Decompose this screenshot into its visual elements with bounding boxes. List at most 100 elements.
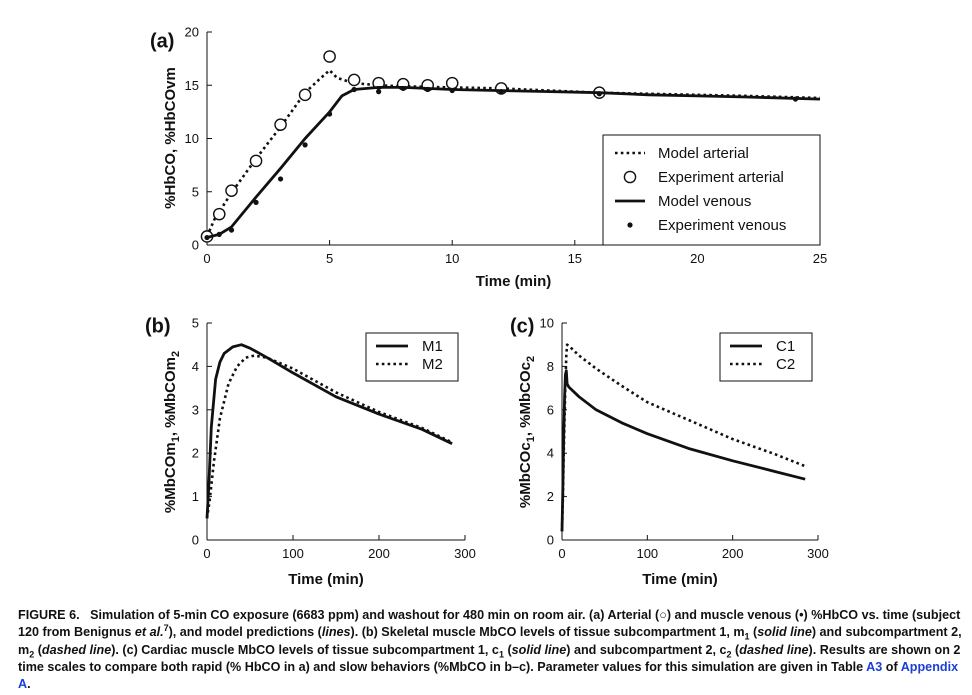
y-tick-label: 0 — [192, 533, 199, 548]
caption-body: Simulation of 5-min CO exposure (6683 pp… — [18, 608, 962, 691]
legend-label: C1 — [776, 338, 795, 355]
panel-label: (c) — [510, 315, 534, 337]
caption-text: lines — [321, 625, 351, 640]
y-axis-label: %HbCO, %HbCOvm — [162, 67, 179, 209]
data-point-experiment-venous — [216, 231, 222, 237]
data-point-experiment-venous — [351, 86, 357, 93]
data-point-experiment-venous — [253, 199, 259, 205]
caption-text: ). Results are shown on 2 time scales to… — [18, 642, 961, 674]
y-axis-label-part: , %MbCOm — [162, 357, 179, 436]
data-point-experiment-venous — [792, 96, 799, 102]
y-tick-label: 6 — [547, 402, 554, 417]
caption-text: ( — [731, 642, 740, 657]
series-line-m2 — [205, 354, 453, 519]
x-tick-label: 10 — [445, 251, 459, 266]
x-tick-label: 5 — [326, 251, 333, 266]
data-point-experiment-arterial — [298, 88, 312, 102]
caption-text: Simulation of 5-min CO exposure (6683 pp… — [18, 608, 961, 640]
legend-label: Model venous — [658, 193, 751, 210]
panel-label: (a) — [150, 30, 174, 52]
caption-text: ), and model predictions ( — [168, 625, 322, 640]
caption-text: dashed line — [41, 642, 112, 657]
y-axis-label-subscript: 1 — [170, 436, 182, 442]
x-tick-label: 0 — [203, 546, 210, 561]
y-tick-label: 0 — [192, 238, 199, 253]
caption-text: ( — [34, 642, 42, 657]
caption-text: dashed line — [739, 642, 809, 657]
x-tick-label: 200 — [722, 546, 744, 561]
caption-text: ). (c) Cardiac muscle MbCO levels of tis… — [111, 642, 499, 657]
x-tick-label: 300 — [807, 546, 829, 561]
y-axis-label: %MbCOc1, %MbCOc2 — [517, 356, 537, 508]
caption-link[interactable]: A3 — [866, 659, 883, 674]
panel-label: (b) — [145, 315, 171, 337]
caption-text: 2 — [726, 649, 732, 660]
caption-text: 1 — [744, 631, 750, 642]
y-axis-label-subscript: 2 — [170, 351, 182, 357]
data-point-experiment-arterial — [249, 154, 263, 168]
legend-label: C2 — [776, 356, 795, 373]
y-tick-label: 3 — [192, 402, 199, 417]
x-axis-label: Time (min) — [642, 571, 718, 588]
data-point-experiment-arterial — [445, 76, 459, 90]
legend-label: Experiment venous — [658, 217, 786, 234]
caption-text: 7 — [163, 623, 169, 634]
series-line-model-venous — [206, 86, 821, 239]
legend-label: M1 — [422, 338, 443, 355]
chart-panel-a: (a) 0 5 10 15 20 0 5 10 15 20 25 Time (min) %HbCO, %H… — [150, 25, 827, 291]
data-point-experiment-venous — [498, 89, 504, 95]
data-point-experiment-venous — [228, 227, 235, 233]
y-tick-label: 15 — [185, 78, 199, 93]
caption-text: et al. — [134, 625, 164, 640]
caption-text: solid line — [511, 642, 567, 657]
data-point-experiment-venous — [400, 85, 406, 92]
y-axis-label: %MbCOm1, %MbCOm2 — [162, 351, 182, 513]
caption-text: of — [882, 659, 901, 674]
caption-link[interactable]: Appendix A — [18, 659, 959, 692]
caption-text: solid line — [757, 625, 812, 640]
data-point-experiment-arterial — [225, 184, 238, 197]
caption-text: 2 — [29, 649, 35, 660]
y-tick-label: 2 — [192, 446, 199, 461]
y-tick-label: 4 — [547, 446, 554, 461]
y-tick-label: 5 — [192, 316, 199, 331]
legend-box — [365, 332, 459, 382]
y-tick-label: 20 — [185, 25, 199, 40]
y-tick-label: 0 — [547, 533, 554, 548]
series-line-c2 — [560, 343, 806, 532]
data-point-experiment-arterial — [274, 118, 287, 131]
data-point-experiment-venous — [425, 86, 431, 93]
y-tick-label: 5 — [192, 184, 199, 199]
y-axis-label-part: %MbCOc — [517, 442, 534, 508]
series-line-m1 — [205, 343, 453, 519]
y-axis-label-part: , %MbCOc — [517, 362, 534, 436]
x-tick-label: 25 — [813, 251, 827, 266]
y-tick-label: 4 — [192, 359, 199, 374]
x-tick-label: 0 — [558, 546, 565, 561]
x-tick-label: 200 — [368, 546, 390, 561]
caption-text: ( — [749, 625, 758, 640]
x-axis-label: Time (min) — [288, 571, 364, 588]
x-tick-label: 15 — [568, 251, 582, 266]
data-point-experiment-venous — [376, 89, 382, 95]
x-tick-label: 0 — [203, 251, 210, 266]
data-point-experiment-venous — [277, 176, 284, 182]
data-point-experiment-arterial — [323, 50, 336, 63]
data-point-experiment-venous — [327, 111, 333, 117]
legend: Model arterial Experiment arterial Model v… — [602, 134, 821, 246]
x-tick-label: 20 — [690, 251, 704, 266]
caption-text: . — [27, 677, 31, 692]
caption-text: 1 — [498, 649, 504, 660]
caption-text: ) and subcompartment 2, c — [566, 642, 727, 657]
legend-label: Model arterial — [658, 145, 749, 162]
caption-text: ( — [503, 642, 512, 657]
legend-label: M2 — [422, 356, 443, 373]
legend-symbol-experiment-venous — [627, 222, 633, 228]
data-point-experiment-venous — [302, 142, 308, 148]
y-tick-label: 10 — [185, 131, 199, 146]
y-axis-label-subscript: 1 — [525, 436, 537, 442]
